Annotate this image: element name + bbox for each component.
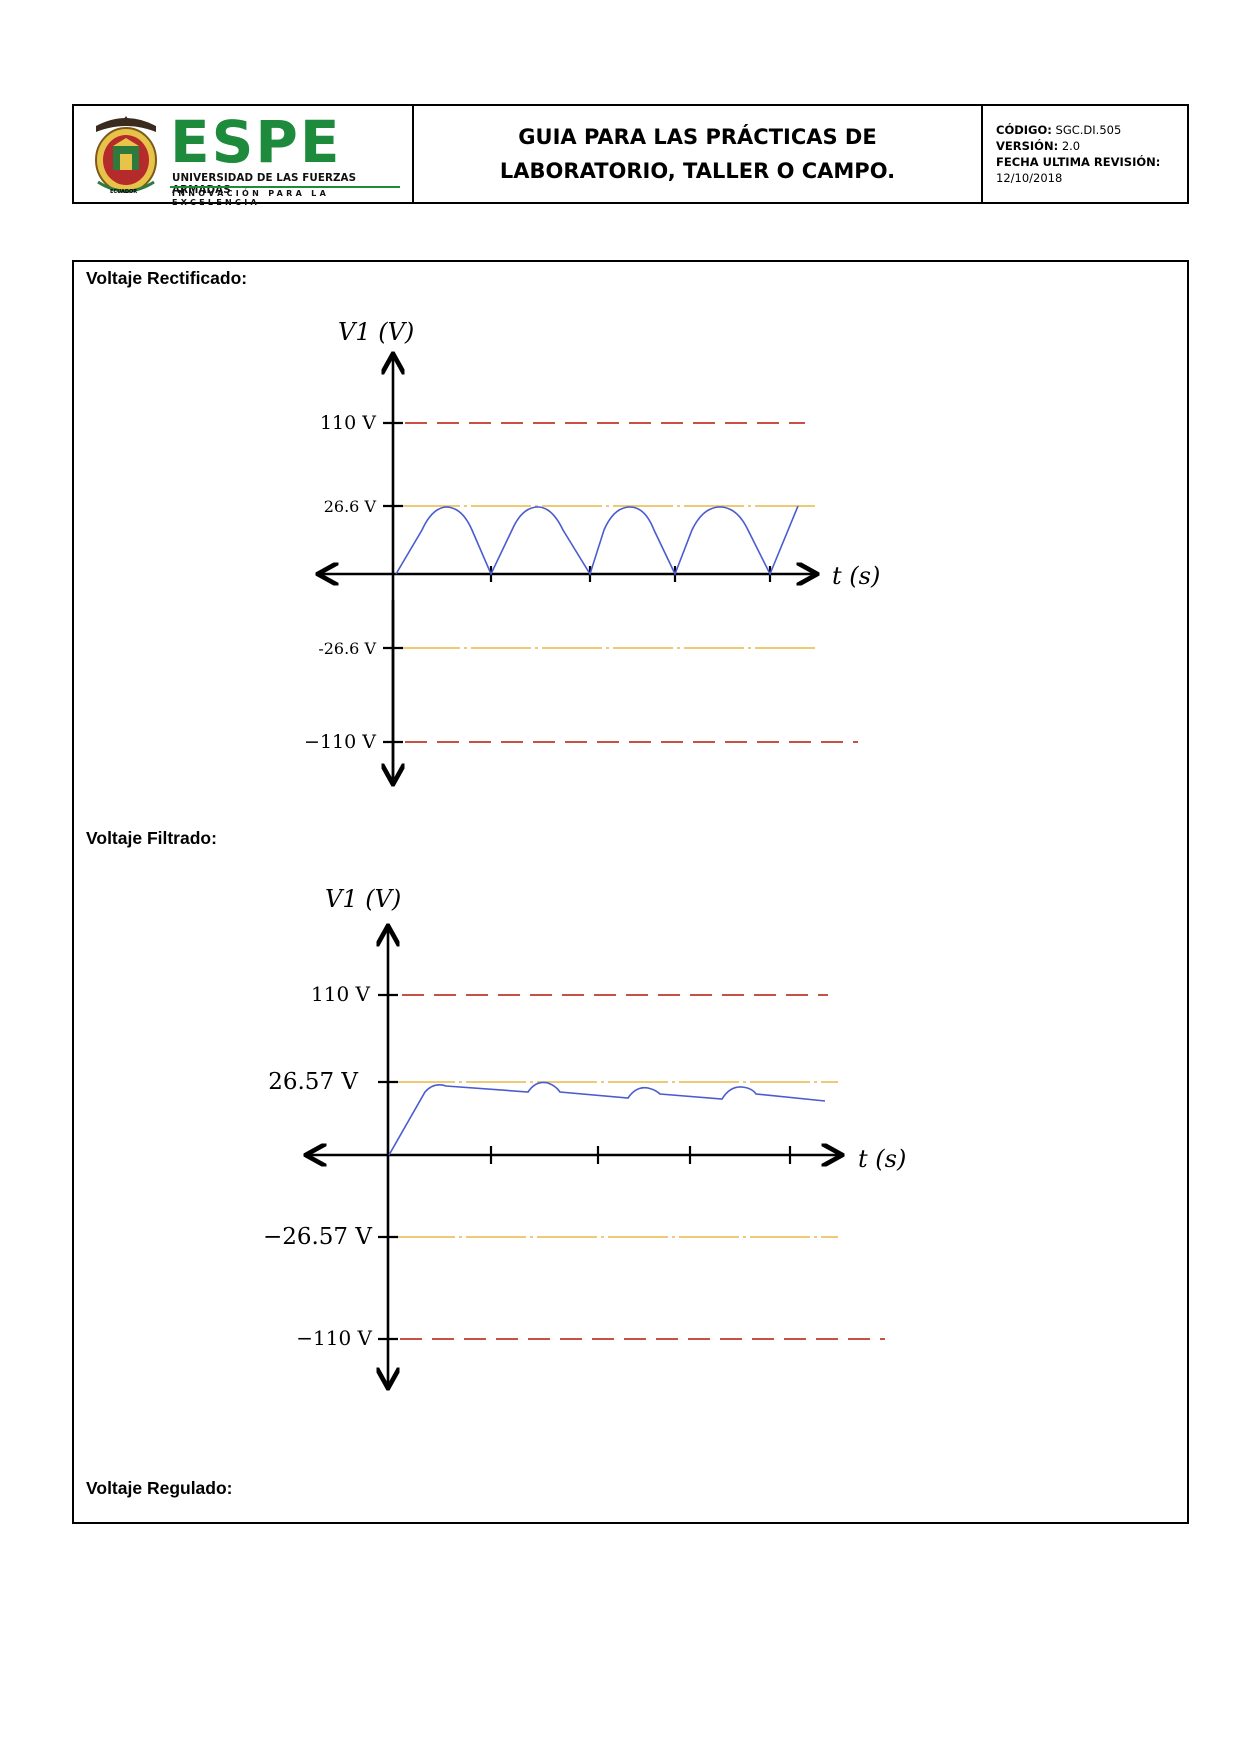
- filtered-ytick-label-3: −26.57 V: [263, 1224, 372, 1250]
- rectified-y-axis-label: V1 (V): [338, 318, 414, 346]
- document-meta: CÓDIGO: SGC.DI.505 VERSIÓN: 2.0 FECHA UL…: [983, 106, 1187, 202]
- title-line-1: GUIA PARA LAS PRÁCTICAS DE: [518, 125, 877, 149]
- filtered-ytick-label-4: −110 V: [296, 1326, 372, 1350]
- title-line-2: LABORATORIO, TALLER O CAMPO.: [499, 159, 896, 183]
- code-label: CÓDIGO:: [996, 123, 1052, 137]
- espe-wordmark: ESPE: [170, 108, 342, 176]
- revision-value: 12/10/2018: [996, 171, 1063, 185]
- espe-logo: ECUADOR ESPE UNIVERSIDAD DE LAS FUERZAS …: [74, 106, 414, 207]
- section-regulated-label: Voltaje Regulado:: [86, 1478, 233, 1498]
- filtered-ytick-label-2: 26.57 V: [268, 1069, 358, 1095]
- logo-divider: [170, 186, 400, 188]
- university-seal-icon: [95, 116, 157, 193]
- rectified-x-axis-label: t (s): [832, 562, 880, 590]
- filtered-x-axis-label: t (s): [858, 1145, 906, 1173]
- seal-country-text: ECUADOR: [110, 189, 138, 195]
- revision-label: FECHA ULTIMA REVISIÓN:: [996, 155, 1161, 169]
- rectified-ytick-label-3: -26.6 V: [318, 639, 376, 658]
- filtered-y-axis-label: V1 (V): [325, 885, 401, 913]
- section-filtered-label: Voltaje Filtrado:: [86, 828, 217, 848]
- rectified-ytick-label-1: 110 V: [320, 412, 376, 434]
- content-box: Voltaje Rectificado: Voltaje Filtrado: V…: [72, 260, 1189, 1524]
- version-label: VERSIÓN:: [996, 139, 1059, 153]
- logo-tagline: INNOVACIÓN PARA LA EXCELENCIA: [172, 189, 330, 207]
- code-value: SGC.DI.505: [1055, 123, 1122, 137]
- version-value: 2.0: [1061, 139, 1081, 153]
- filtered-ytick-label-1: 110 V: [311, 982, 371, 1006]
- rectified-ytick-label-2: 26.6 V: [324, 497, 377, 516]
- filtered-signal-line: [388, 1081, 826, 1156]
- rectified-ytick-label-4: −110 V: [304, 731, 376, 753]
- document-title: GUIA PARA LAS PRÁCTICAS DE LABORATORIO, …: [414, 106, 983, 202]
- rectified-signal-line: [395, 505, 799, 577]
- section-rectified-label: Voltaje Rectificado:: [86, 268, 248, 288]
- document-header: ECUADOR ESPE UNIVERSIDAD DE LAS FUERZAS …: [72, 104, 1189, 207]
